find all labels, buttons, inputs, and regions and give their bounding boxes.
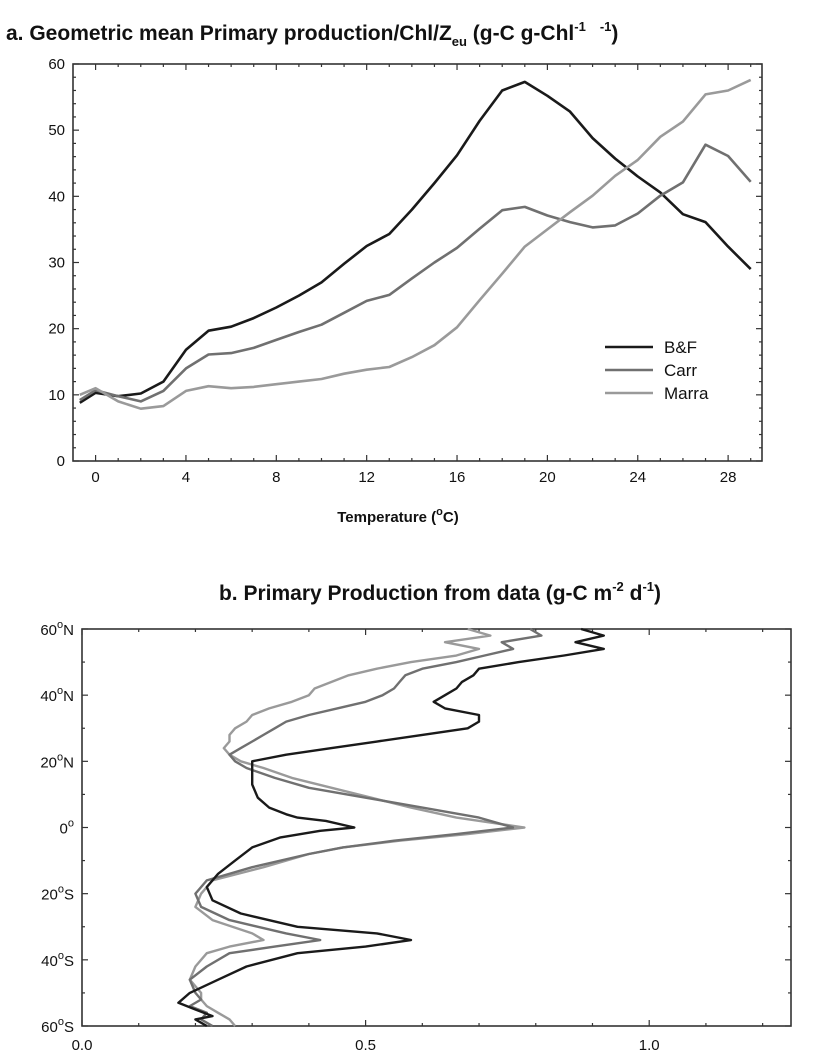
series-line-carr [79, 143, 752, 403]
series-line-bf [177, 627, 605, 1028]
x-tick-label: 16 [449, 469, 466, 486]
x-tick-label: 28 [720, 469, 737, 486]
x-tick-label: 0.0 [72, 1037, 93, 1054]
y-tick-hemisphere: N [63, 622, 74, 639]
panel-a-legend: B&F Carr Marra [605, 338, 709, 403]
legend-label: Marra [664, 384, 709, 403]
y-tick-value: 40 [40, 688, 57, 705]
y-tick-value: 20 [40, 754, 57, 771]
y-tick-label: 20 [48, 321, 65, 338]
y-tick-degree: o [57, 685, 63, 697]
legend-label: Carr [664, 361, 697, 380]
panel-a-title: a. Geometric mean Primary production/Chl… [6, 19, 618, 49]
y-tick-label: 30 [48, 255, 65, 272]
panel-b-title: b. Primary Production from data (g-C m-2… [219, 579, 661, 605]
y-tick-value: 60 [40, 622, 57, 639]
y-tick-label: 0o [60, 818, 74, 838]
y-tick-label: 20oN [40, 751, 74, 771]
y-tick-value: 40 [41, 953, 58, 970]
y-tick-degree: o [57, 619, 63, 631]
series-line-marra [79, 78, 752, 410]
y-tick-value: 0 [60, 821, 68, 838]
panel-a-x-axis-label: Temperature (oC) [337, 506, 458, 526]
y-tick-hemisphere: S [64, 1019, 74, 1036]
y-tick-hemisphere: S [64, 887, 74, 904]
y-tick-value: 60 [41, 1019, 58, 1036]
panel-a-frame [72, 63, 763, 462]
y-tick-degree: o [68, 818, 74, 830]
y-tick-label: 40oN [40, 685, 74, 705]
y-tick-degree: o [58, 1016, 64, 1028]
y-tick-label: 60 [48, 56, 65, 73]
x-tick-label: 0 [91, 469, 99, 486]
panel-a-plot-area: 0 4 8 12 16 20 24 28 0 10 20 30 40 50 60 B&F Carr Marra [48, 56, 763, 486]
x-tick-label: 1.0 [639, 1037, 660, 1054]
y-tick-label: 10 [48, 387, 65, 404]
y-tick-label: 50 [48, 122, 65, 139]
x-tick-label: 0.5 [355, 1037, 376, 1054]
y-tick-degree: o [57, 751, 63, 763]
y-tick-label: 0 [57, 453, 65, 470]
y-tick-label: 20oS [41, 884, 74, 904]
y-tick-value: 20 [41, 887, 58, 904]
y-tick-hemisphere: S [64, 953, 74, 970]
y-tick-label: 60oN [40, 619, 74, 639]
x-tick-label: 12 [358, 469, 375, 486]
series-line-carr [188, 627, 543, 1028]
panel-b-chart: b. Primary Production from data (g-C m-2… [40, 579, 792, 1054]
y-tick-label: 60oS [41, 1016, 74, 1036]
x-tick-label: 4 [182, 469, 190, 486]
x-tick-label: 24 [629, 469, 646, 486]
x-tick-label: 8 [272, 469, 280, 486]
y-tick-degree: o [58, 950, 64, 962]
y-tick-hemisphere: N [63, 688, 74, 705]
x-tick-label: 20 [539, 469, 556, 486]
panel-a-chart: a. Geometric mean Primary production/Chl… [6, 19, 763, 526]
series-line-bf [79, 80, 752, 404]
series-line-marra [188, 627, 526, 1027]
y-tick-degree: o [58, 884, 64, 896]
panel-b-frame [81, 628, 792, 1027]
y-tick-label: 40oS [41, 950, 74, 970]
y-tick-label: 40 [48, 188, 65, 205]
y-tick-hemisphere: N [63, 754, 74, 771]
legend-label: B&F [664, 338, 697, 357]
